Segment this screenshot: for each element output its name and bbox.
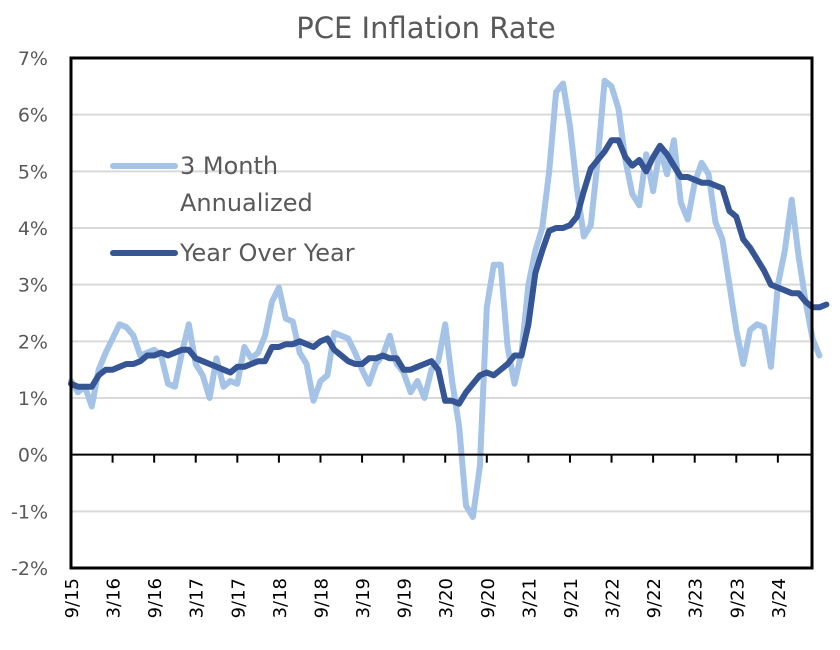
- series-layer: [68, 77, 830, 520]
- x-tick-label: 3/20: [436, 578, 457, 618]
- x-tick-label: 3/22: [603, 578, 624, 618]
- y-tick-label: 5%: [18, 161, 48, 183]
- x-tick-label: 9/15: [62, 578, 83, 618]
- x-axis-ticks: 9/15 3/16 9/16 3/17 9/17 3/18 9/18 3/19 9/19 3/20…: [62, 454, 790, 618]
- y-tick-label: 1%: [18, 388, 48, 410]
- x-tick-label: 9/22: [644, 578, 665, 618]
- x-tick-label: 9/20: [478, 578, 499, 618]
- series-line-year-over-year: [68, 137, 830, 407]
- x-tick-label: 9/17: [228, 578, 249, 618]
- y-axis-ticks: -2% -1% 0% 1% 2% 3% 4% 5% 6% 7%: [11, 48, 48, 580]
- x-tick-label: 9/18: [311, 578, 332, 618]
- x-tick-label: 3/16: [104, 578, 125, 618]
- x-tick-label: 9/23: [727, 578, 748, 618]
- x-tick-label: 3/17: [187, 578, 208, 618]
- legend-label-3-month-annualized: Annualized: [180, 189, 313, 217]
- series-line-3-month-annualized: [68, 77, 823, 520]
- legend-label-year-over-year: Year Over Year: [179, 239, 355, 267]
- y-tick-label: 3%: [18, 275, 48, 297]
- x-tick-label: 3/23: [686, 578, 707, 618]
- chart-title: PCE Inflation Rate: [296, 11, 556, 45]
- y-tick-label: 7%: [18, 48, 48, 70]
- y-tick-label: -2%: [11, 558, 48, 580]
- x-tick-label: 3/18: [270, 578, 291, 618]
- legend: 3 Month Annualized Year Over Year: [110, 152, 355, 267]
- y-tick-label: 2%: [18, 331, 48, 353]
- x-tick-label: 9/19: [395, 578, 416, 618]
- x-tick-label: 9/21: [561, 578, 582, 618]
- legend-label-3-month-annualized: 3 Month: [180, 152, 278, 180]
- y-tick-label: 0%: [18, 445, 48, 467]
- y-tick-label: -1%: [11, 501, 48, 523]
- plot-border: [69, 56, 814, 570]
- y-tick-label: 6%: [18, 105, 48, 127]
- x-tick-label: 3/24: [769, 578, 790, 618]
- x-tick-label: 9/16: [145, 578, 166, 618]
- x-tick-label: 3/21: [519, 578, 540, 618]
- x-tick-label: 3/19: [353, 578, 374, 618]
- axes: [69, 56, 814, 570]
- y-tick-label: 4%: [18, 218, 48, 240]
